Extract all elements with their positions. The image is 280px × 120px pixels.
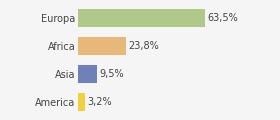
Text: 3,2%: 3,2% (87, 97, 112, 107)
Bar (78, 65, 97, 83)
Bar (78, 93, 85, 111)
Text: 23,8%: 23,8% (128, 41, 159, 51)
Text: 63,5%: 63,5% (207, 13, 238, 23)
Text: 9,5%: 9,5% (100, 69, 124, 79)
Bar (78, 37, 126, 55)
Bar (78, 9, 205, 27)
